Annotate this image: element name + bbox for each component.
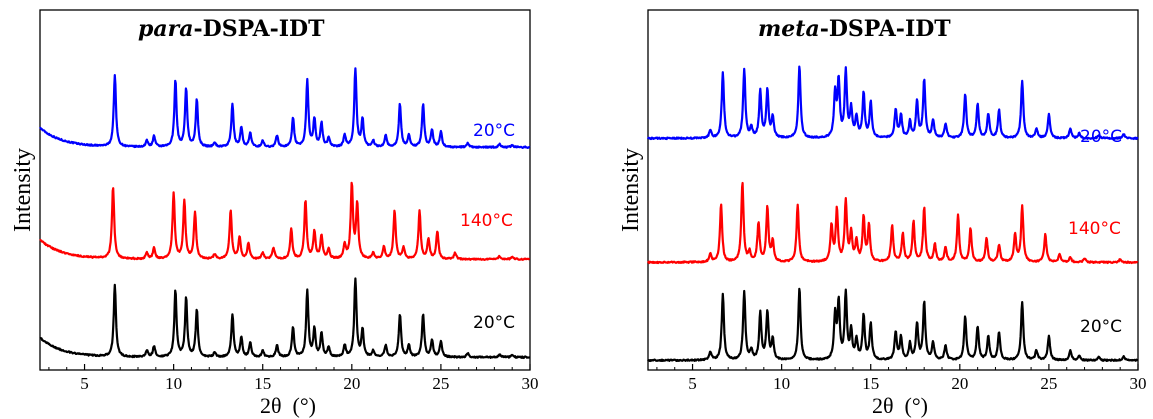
- chart-title-italic: meta: [758, 16, 820, 42]
- chart-title-rest: -DSPA-IDT: [820, 16, 952, 42]
- x-axis-label: 2θ (°): [260, 393, 316, 418]
- series-label-top-20c: 20°C: [473, 121, 515, 141]
- chart-title-rest: -DSPA-IDT: [193, 16, 325, 42]
- series-label-middle-140c: 140°C: [460, 211, 513, 231]
- x-tick-label: 20: [951, 374, 968, 393]
- x-tick-label: 15: [862, 374, 879, 393]
- chart-meta-dspa-idt: meta-DSPA-IDT Intensity 2θ (°) 5 10 15 20 25…: [618, 9, 1147, 418]
- series-group: [39, 67, 531, 359]
- x-tick-label: 15: [254, 374, 271, 393]
- chart-title: meta-DSPA-IDT: [758, 16, 951, 42]
- x-tick-label: 20: [343, 374, 360, 393]
- series-group: [646, 65, 1139, 362]
- y-axis-label: Intensity: [618, 148, 644, 232]
- series-line-middle-140c: [39, 181, 531, 261]
- series-line-bottom-20c: [39, 277, 531, 359]
- plot-frame: [39, 9, 531, 371]
- x-tick-label: 10: [773, 374, 790, 393]
- series-line-top-20c: [39, 67, 531, 149]
- series-label-top-20c: 20°C: [1080, 127, 1122, 147]
- series-label-middle-140c: 140°C: [1068, 219, 1121, 239]
- chart-title-italic: para: [138, 16, 193, 42]
- series-label-bottom-20c: 20°C: [1080, 317, 1122, 337]
- x-tick-label: 5: [80, 374, 89, 393]
- x-tick-label: 30: [1130, 374, 1147, 393]
- x-axis-ticks: 5 10 15 20 25 30: [656, 364, 1147, 393]
- series-line-middle-140c: [646, 181, 1139, 265]
- x-tick-label: 5: [688, 374, 697, 393]
- x-tick-label: 25: [432, 374, 449, 393]
- y-axis-label: Intensity: [10, 148, 36, 232]
- series-label-bottom-20c: 20°C: [473, 313, 515, 333]
- plot-frame: [647, 9, 1139, 371]
- x-axis-ticks: 5 10 15 20 25 30: [48, 364, 539, 393]
- x-axis-label: 2θ (°): [872, 393, 928, 418]
- chart-title: para-DSPA-IDT: [138, 16, 325, 42]
- x-tick-label: 10: [165, 374, 182, 393]
- series-line-top-20c: [646, 65, 1139, 141]
- x-tick-label: 30: [522, 374, 539, 393]
- x-tick-label: 25: [1040, 374, 1057, 393]
- chart-para-dspa-idt: para-DSPA-IDT Intensity 2θ (°) 5 10 15 20 25…: [10, 9, 539, 418]
- series-line-bottom-20c: [647, 287, 1139, 362]
